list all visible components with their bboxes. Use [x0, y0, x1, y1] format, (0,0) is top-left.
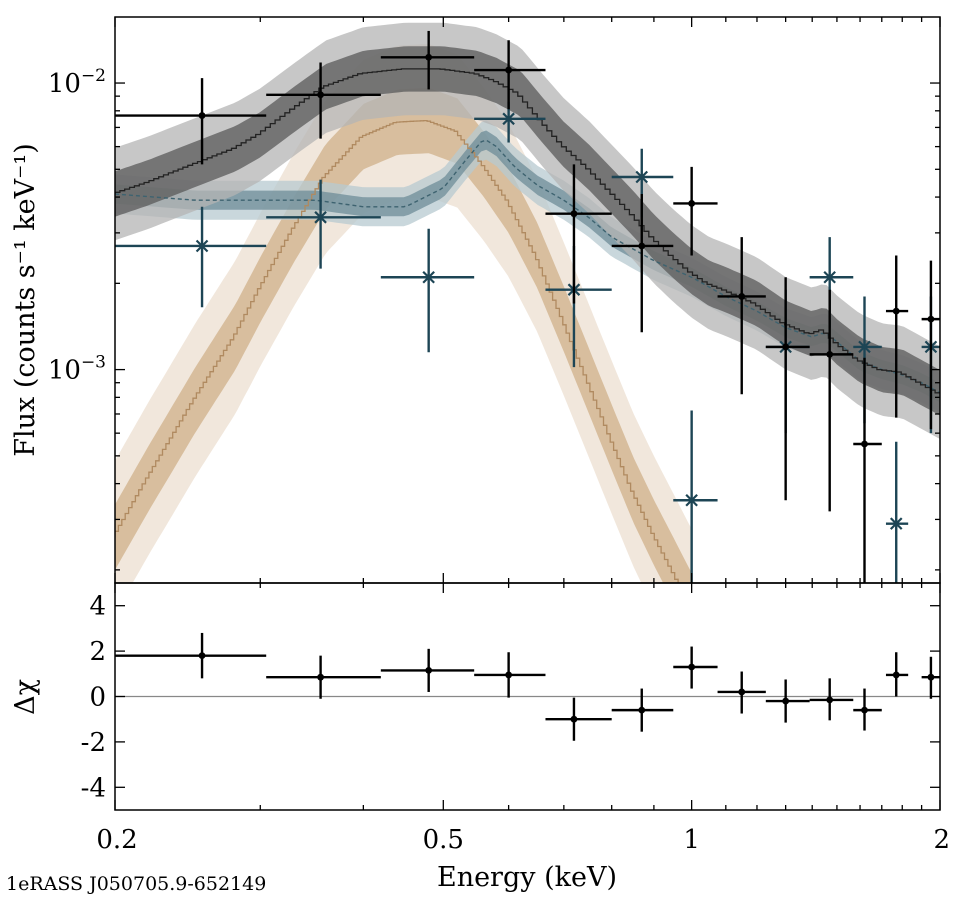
dot-marker	[638, 242, 646, 250]
energy-x-tick-label: 2	[933, 825, 950, 855]
residual-y-tick-label: 0	[89, 683, 106, 713]
spectrum-data-point	[673, 410, 718, 583]
residual-y-tick-label: -4	[81, 773, 106, 803]
x-marker	[858, 340, 871, 354]
dot-marker	[927, 315, 935, 323]
residual-data-points	[115, 632, 940, 741]
spectrum-data-point	[474, 40, 546, 110]
dot-marker	[738, 293, 746, 300]
flux-y-tick-label: 10−2	[48, 66, 106, 99]
x-marker	[823, 270, 836, 284]
residual-point	[474, 652, 546, 698]
residual-point	[266, 655, 381, 699]
spectrum-data-point	[809, 289, 854, 512]
flux-y-tick-labels: 10−2 10−3	[48, 66, 106, 386]
source-name-caption: 1eRASS J050705.9-652149	[6, 873, 266, 895]
residual-point	[545, 697, 612, 741]
energy-x-tick-label: 1	[683, 825, 700, 855]
residual-point	[673, 646, 718, 689]
model-line-step	[115, 119, 679, 583]
dot-marker	[782, 343, 790, 351]
residual-point	[717, 671, 766, 714]
dot-marker	[425, 666, 433, 674]
dot-marker	[826, 696, 834, 704]
dot-marker	[688, 200, 696, 207]
axes	[114, 16, 941, 811]
residual-y-tick-label: 4	[89, 592, 106, 622]
dot-marker	[317, 673, 324, 681]
spectrum-data-point	[853, 357, 882, 583]
model-lines	[115, 68, 940, 583]
dot-marker	[927, 673, 935, 681]
spectrum-data-point	[673, 166, 718, 256]
x-marker	[314, 211, 327, 224]
energy-x-tick-label: 0.5	[423, 825, 464, 855]
x-marker	[422, 270, 435, 284]
energy-x-tick-labels: 0.2 0.5 1 2	[96, 825, 950, 855]
dot-marker	[782, 697, 790, 705]
model-line-dashed	[115, 139, 940, 394]
spectrum-data-point	[266, 62, 381, 139]
residual-point	[765, 679, 810, 723]
dot-marker	[198, 112, 206, 119]
model-line-step	[115, 68, 940, 394]
dot-marker	[892, 671, 900, 679]
dot-marker	[861, 440, 868, 448]
spectrum-data-points	[115, 30, 940, 583]
x-marker	[889, 517, 903, 530]
flux-y-tick-label: 10−3	[48, 353, 106, 386]
spectrum-data-point	[611, 193, 674, 333]
dot-marker	[317, 91, 324, 99]
x-marker	[685, 493, 698, 507]
spectrum-data-point	[765, 277, 810, 501]
residual-point	[380, 648, 475, 692]
residual-point	[885, 652, 909, 697]
spectrum-data-point	[885, 441, 909, 583]
residual-point	[809, 678, 854, 721]
flux-axis-title: Flux (counts s⁻¹ keV⁻¹)	[10, 143, 41, 457]
dot-marker	[861, 706, 868, 714]
dot-marker	[570, 715, 578, 723]
dot-marker	[688, 663, 696, 671]
dot-marker	[425, 53, 433, 61]
residual-y-tick-label: 2	[89, 637, 106, 667]
model-band-inner	[115, 46, 940, 416]
dot-marker	[198, 652, 206, 660]
residual-point	[611, 688, 674, 732]
x-marker	[502, 112, 515, 126]
spectrum-data-point	[380, 30, 475, 90]
spectrum-data-point	[885, 255, 909, 418]
dot-marker	[826, 350, 834, 358]
residual-y-tick-labels: 4 2 0 -2 -4	[81, 592, 106, 804]
spectrum-data-point	[266, 179, 381, 269]
spectrum-data-point	[115, 206, 267, 308]
dot-marker	[505, 671, 513, 679]
spectrum-data-point	[921, 260, 940, 430]
residual-axis-title: Δχ	[10, 679, 41, 715]
residual-point	[115, 632, 267, 679]
model-band-inner	[115, 87, 692, 583]
spectrum-data-point	[545, 164, 612, 304]
residual-y-tick-label: -2	[81, 728, 106, 758]
spectrum-data-point	[380, 228, 475, 353]
dot-marker	[638, 706, 646, 714]
spectrum-data-point	[115, 78, 267, 165]
energy-axis-title: Energy (keV)	[437, 862, 617, 893]
dot-marker	[570, 210, 578, 218]
dot-marker	[505, 66, 513, 74]
energy-x-tick-label: 0.2	[96, 825, 137, 855]
residual-point	[921, 656, 940, 699]
spectrum-data-point	[717, 237, 766, 395]
dot-marker	[892, 307, 900, 315]
residual-point	[853, 688, 882, 731]
dot-marker	[738, 688, 746, 696]
x-marker	[635, 170, 649, 184]
x-marker	[195, 239, 209, 253]
